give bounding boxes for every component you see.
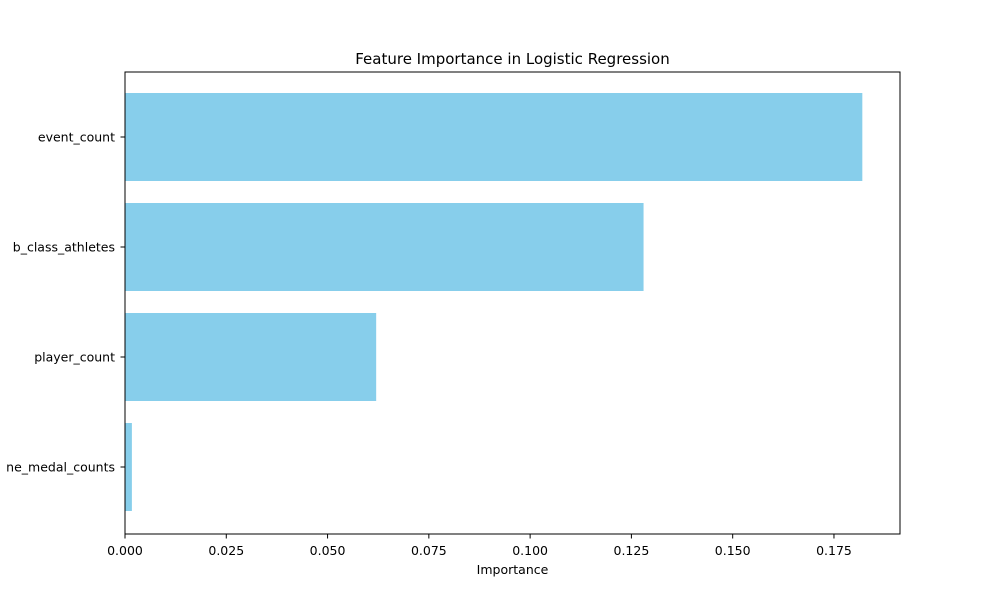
y-tick-label: player_count — [34, 350, 115, 365]
y-tick-label: ne_medal_counts — [6, 460, 115, 475]
chart-title: Feature Importance in Logistic Regressio… — [355, 50, 670, 68]
plot-frame — [124, 71, 901, 535]
bar-event-count — [125, 93, 863, 181]
x-tick-label: 0.025 — [208, 543, 244, 558]
y-axis-ticks: event_count b_class_athletes player_countn… — [6, 130, 125, 475]
bars-group — [125, 93, 863, 511]
x-tick-label: 0.075 — [411, 543, 447, 558]
x-tick-label: 0.125 — [614, 543, 650, 558]
bar-ne-medal-counts — [125, 423, 132, 511]
x-tick-label: 0.050 — [310, 543, 346, 558]
y-tick-label: event_count — [38, 130, 115, 145]
x-tick-label: 0.100 — [512, 543, 548, 558]
x-tick-label: 0.000 — [107, 543, 143, 558]
y-tick-label: b_class_athletes — [13, 240, 115, 255]
bar-player-count — [125, 313, 377, 401]
x-axis-label: Importance — [477, 562, 549, 577]
x-tick-label: 0.150 — [715, 543, 751, 558]
x-axis-ticks: 0.000 0.025 0.050 0.075 0.100 0.125 0.150 0.175 — [107, 534, 852, 558]
bar-b-class-athletes — [125, 203, 644, 291]
x-tick-label: 0.175 — [816, 543, 852, 558]
